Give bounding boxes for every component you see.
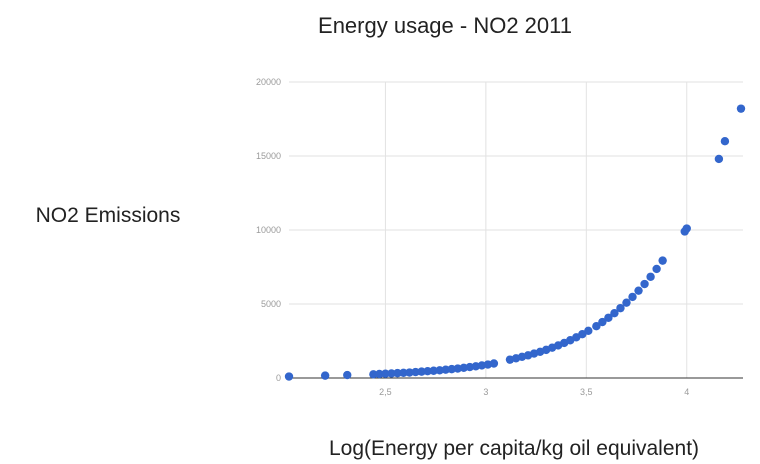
scatter-point [393, 368, 402, 378]
scatter-point [714, 154, 724, 164]
scatter-point [343, 370, 352, 380]
scatter-point [622, 298, 631, 307]
scatter-point [375, 369, 384, 379]
scatter-point [320, 371, 330, 380]
scatter-point [284, 372, 294, 381]
scatter-point [405, 368, 414, 377]
scatter-point [423, 366, 432, 376]
scatter-point [489, 359, 499, 368]
scatter-point [598, 317, 607, 327]
scatter-point [417, 367, 426, 376]
gridlines [289, 81, 743, 379]
y-tick-label: 10000 [256, 225, 281, 235]
scatter-point [381, 369, 390, 378]
scatter-point [616, 303, 625, 313]
x-tick-label: 2,5 [379, 387, 392, 397]
scatter-point [634, 286, 643, 295]
y-tick-label: 20000 [256, 77, 281, 87]
x-tick-label: 4 [684, 387, 689, 397]
scatter-point [399, 368, 408, 378]
scatter-point [429, 366, 438, 375]
tick-labels: 0 5000 10000 15000 20000 2,5 3 3,5 4 [256, 77, 689, 397]
y-axis-title: NO2 Emissions [36, 204, 181, 227]
scatter-point [411, 367, 420, 377]
scatter-point [628, 292, 637, 302]
scatter-point [592, 322, 601, 331]
y-tick-label: 5000 [261, 299, 281, 309]
scatter-point [387, 369, 396, 378]
scatter-point [658, 256, 667, 265]
scatter-point [610, 308, 619, 318]
scatter-point [584, 326, 593, 335]
scatter-point [720, 137, 730, 146]
x-axis-title: Log(Energy per capita/kg oil equivalent) [329, 437, 699, 460]
scatter-point [604, 313, 613, 322]
y-tick-label: 0 [276, 373, 281, 383]
x-tick-label: 3,5 [580, 387, 593, 397]
scatter-point [435, 366, 444, 375]
scatter-point [369, 370, 378, 379]
scatter-point [652, 264, 661, 274]
scatter-point [682, 224, 691, 233]
chart-title: Energy usage - NO2 2011 [318, 13, 572, 38]
scatter-point [646, 272, 655, 281]
scatter-point [447, 364, 456, 374]
scatter-point [640, 279, 649, 289]
scatter-series [284, 104, 746, 381]
x-tick-label: 3 [483, 387, 488, 397]
scatter-point [441, 365, 450, 374]
y-tick-label: 15000 [256, 151, 281, 161]
scatter-point [736, 104, 746, 113]
